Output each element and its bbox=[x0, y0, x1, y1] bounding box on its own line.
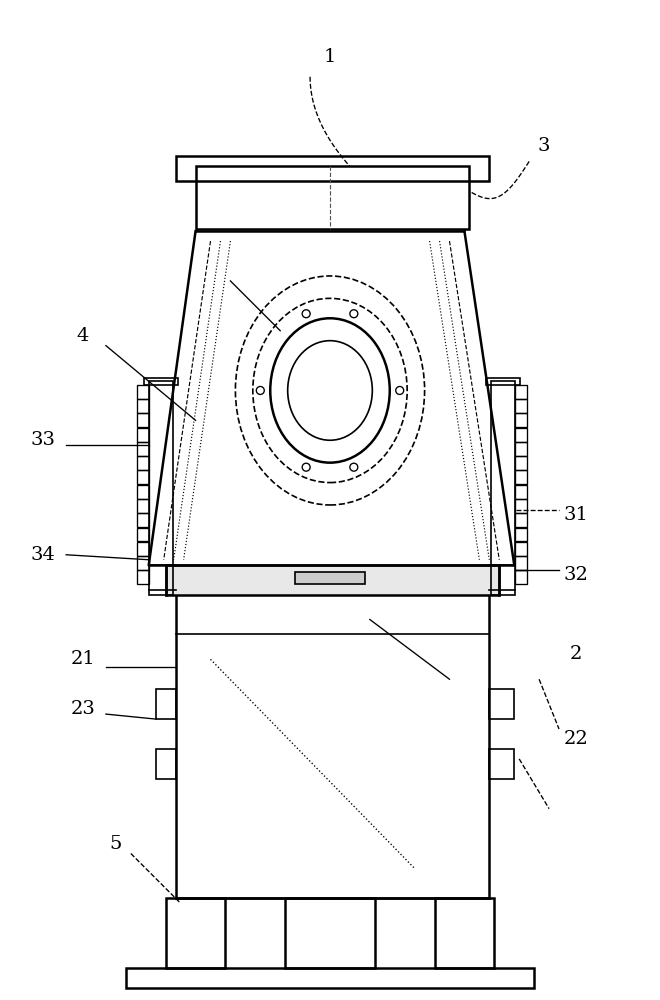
Bar bbox=[137, 528, 148, 541]
Bar bbox=[515, 428, 527, 442]
Bar bbox=[137, 399, 148, 413]
Bar bbox=[515, 399, 527, 413]
Bar bbox=[515, 528, 527, 541]
Bar bbox=[515, 485, 527, 499]
Bar bbox=[137, 542, 148, 556]
Bar bbox=[285, 898, 375, 968]
Bar bbox=[137, 413, 148, 427]
Text: 34: 34 bbox=[31, 546, 55, 564]
Bar bbox=[156, 749, 176, 779]
Bar bbox=[176, 590, 489, 898]
Text: 3: 3 bbox=[538, 137, 550, 155]
Bar bbox=[515, 513, 527, 527]
Bar bbox=[295, 572, 365, 584]
Text: 21: 21 bbox=[71, 650, 96, 668]
Bar bbox=[434, 898, 494, 968]
Bar bbox=[489, 749, 514, 779]
Bar bbox=[137, 428, 148, 442]
Text: 4: 4 bbox=[77, 327, 89, 345]
Text: 2: 2 bbox=[570, 645, 582, 663]
Bar bbox=[137, 499, 148, 513]
Bar bbox=[126, 968, 534, 988]
Text: 23: 23 bbox=[71, 700, 96, 718]
Bar bbox=[137, 485, 148, 499]
Bar bbox=[515, 470, 527, 484]
Bar bbox=[515, 542, 527, 556]
Bar bbox=[515, 556, 527, 570]
Bar bbox=[137, 456, 148, 470]
Bar bbox=[515, 499, 527, 513]
Bar bbox=[137, 513, 148, 527]
Bar bbox=[515, 413, 527, 427]
Bar bbox=[144, 378, 178, 385]
Text: 33: 33 bbox=[31, 431, 55, 449]
Bar bbox=[166, 898, 226, 968]
Bar bbox=[195, 166, 469, 229]
Bar bbox=[486, 378, 520, 385]
Text: 22: 22 bbox=[564, 730, 588, 748]
Bar bbox=[156, 689, 176, 719]
Text: 1: 1 bbox=[324, 48, 336, 66]
Bar bbox=[137, 570, 148, 584]
Bar bbox=[176, 156, 489, 181]
Bar bbox=[515, 570, 527, 584]
Bar bbox=[515, 385, 527, 399]
Text: 31: 31 bbox=[564, 506, 589, 524]
Bar bbox=[137, 556, 148, 570]
Text: 32: 32 bbox=[564, 566, 589, 584]
Bar bbox=[137, 470, 148, 484]
Bar bbox=[515, 442, 527, 456]
Bar bbox=[166, 565, 499, 595]
Bar bbox=[491, 381, 515, 595]
Text: 5: 5 bbox=[110, 835, 122, 853]
Bar bbox=[137, 442, 148, 456]
Bar bbox=[148, 381, 173, 595]
Bar bbox=[137, 385, 148, 399]
Bar bbox=[489, 689, 514, 719]
Bar bbox=[515, 456, 527, 470]
